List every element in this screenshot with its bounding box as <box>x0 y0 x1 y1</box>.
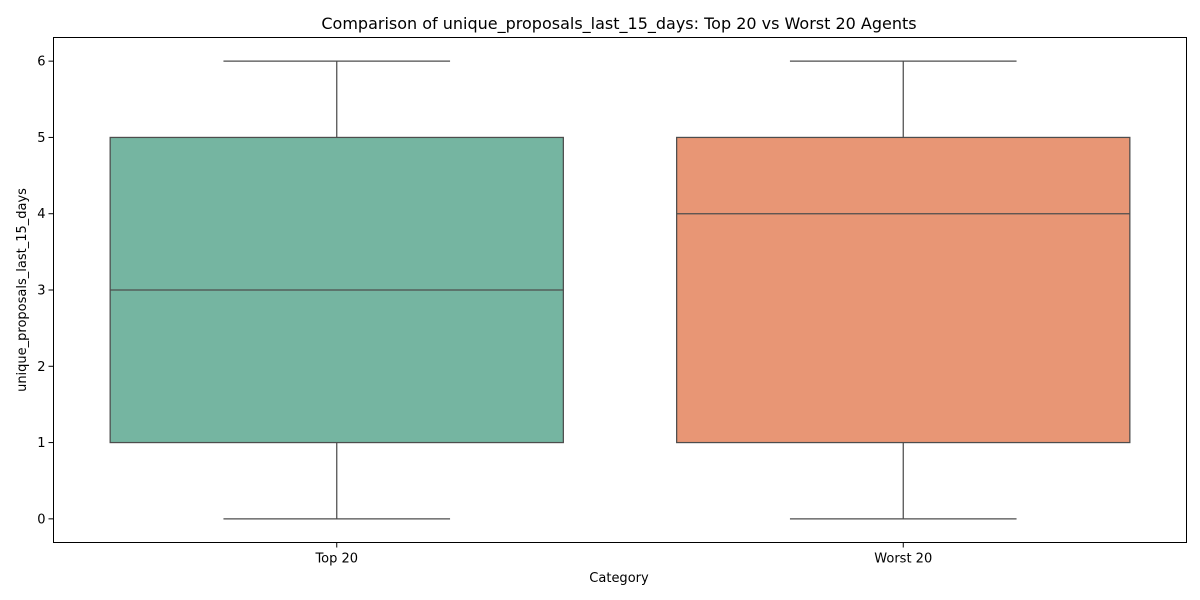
y-tick-label: 0 <box>37 512 45 527</box>
chart-title: Comparison of unique_proposals_last_15_d… <box>321 14 916 34</box>
x-tick-label: Worst 20 <box>874 552 932 567</box>
box-group-top-20 <box>109 60 564 520</box>
y-axis-label: unique_proposals_last_15_days <box>15 188 30 392</box>
y-tick-label: 4 <box>37 207 45 222</box>
x-axis-label: Category <box>589 571 649 586</box>
y-tick-label: 1 <box>37 436 45 451</box>
y-tick-label: 6 <box>37 55 45 70</box>
y-tick-label: 5 <box>37 131 45 146</box>
y-axis: 0 1 2 3 4 5 6 <box>37 55 54 527</box>
y-tick-label: 3 <box>37 284 45 299</box>
plot-area <box>109 60 1131 520</box>
x-tick-label: Top 20 <box>314 552 358 567</box>
box <box>676 136 1131 444</box>
x-axis: Top 20 Worst 20 <box>314 542 932 567</box>
box-group-worst-20 <box>676 60 1131 520</box>
y-tick-label: 2 <box>37 360 45 375</box>
